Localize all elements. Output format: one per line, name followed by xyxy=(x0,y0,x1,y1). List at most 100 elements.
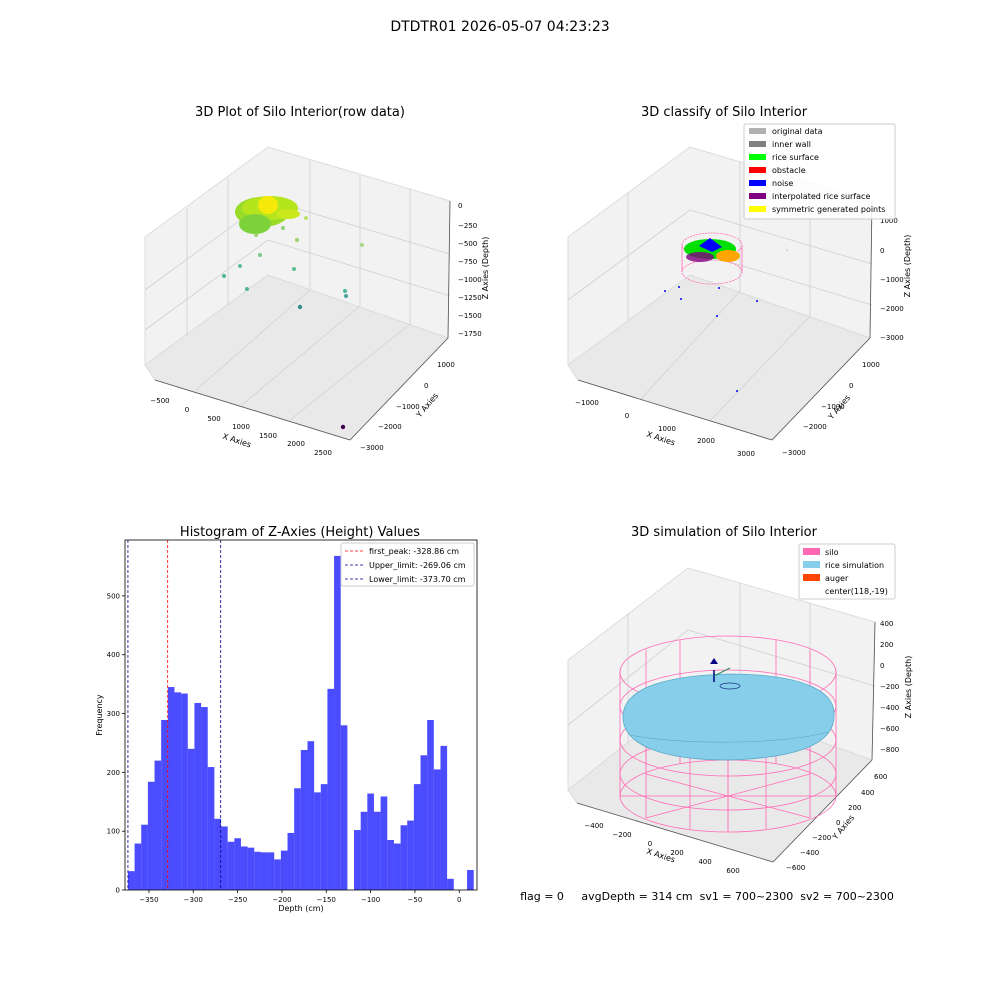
histogram-bar xyxy=(433,769,441,890)
raw-3d-point xyxy=(292,267,296,271)
simulation-3d-x-ticks: −400 −200 0 200 400 600 xyxy=(584,822,739,875)
status-line: flag = 0 avgDepth = 314 cm sv1 = 700~230… xyxy=(520,890,894,903)
classify-3d-noise-point xyxy=(716,315,718,317)
raw-3d-xlabel: X Axies xyxy=(221,432,252,450)
histogram-bar xyxy=(187,748,195,890)
panel-simulation-3d: 3D simulation of Silo Interior xyxy=(567,525,913,875)
classify-3d-legend: original data inner wall rice surface ob… xyxy=(743,123,896,220)
classify-3d-noise-point xyxy=(718,287,720,289)
histogram-bar xyxy=(427,720,434,890)
figure-suptitle: DTDTR01 2026-05-07 04:23:23 xyxy=(390,19,609,35)
simulation-3d-y-tick: 400 xyxy=(861,789,874,797)
legend-label-interpolated: interpolated rice surface xyxy=(772,192,870,201)
raw-3d-z-tick: −1000 xyxy=(458,276,482,284)
histogram-bar xyxy=(354,830,361,890)
histogram-x-tick-label: −250 xyxy=(228,896,247,904)
histogram-bar xyxy=(320,784,328,890)
raw-3d-surface-blob xyxy=(276,209,300,219)
classify-3d-y-tick: −2000 xyxy=(803,423,827,431)
legend-label-inner-wall: inner wall xyxy=(772,140,811,149)
histogram-bar xyxy=(174,692,182,890)
histogram-bar xyxy=(280,850,288,890)
histogram-bar xyxy=(440,745,448,890)
histogram-bar xyxy=(373,811,381,890)
classify-3d-y-axis xyxy=(771,337,871,441)
classify-3d-x-axis xyxy=(577,379,773,441)
histogram-reference-lines xyxy=(127,540,222,890)
raw-3d-x-tick: 0 xyxy=(185,406,189,414)
histogram-bar xyxy=(360,811,368,890)
raw-3d-y-tick: −1000 xyxy=(396,403,420,411)
classify-3d-y-ticks: 1000 0 −1000 −2000 −3000 xyxy=(782,361,880,457)
histogram-bar xyxy=(407,820,414,890)
raw-3d-x-ticks: −500 0 500 1000 1500 2000 2500 xyxy=(150,397,332,457)
classify-3d-noise-point xyxy=(678,286,680,288)
raw-3d-z-tick: −250 xyxy=(458,222,477,230)
legend-swatch-auger xyxy=(803,574,820,581)
histogram-bar xyxy=(201,707,208,890)
raw-3d-z-tick: −1750 xyxy=(458,330,482,338)
classify-3d-grid xyxy=(567,161,873,422)
raw-3d-y-axis xyxy=(349,337,449,441)
histogram-bar xyxy=(161,720,168,890)
histogram-x-tick-label: −200 xyxy=(272,896,291,904)
classify-3d-interpolated-region xyxy=(686,252,714,262)
histogram-y-tick-label: 100 xyxy=(107,828,120,836)
classify-3d-legend-frame xyxy=(743,123,896,220)
auger-arrow-head xyxy=(710,658,718,664)
histogram-x-tick-label: 0 xyxy=(457,896,461,904)
simulation-3d-y-tick: −600 xyxy=(786,864,805,872)
simulation-3d-y-tick: 0 xyxy=(836,819,840,827)
simulation-3d-y-tick: −400 xyxy=(800,849,819,857)
raw-3d-z-tick: −500 xyxy=(458,240,477,248)
raw-3d-z-axis xyxy=(447,200,451,339)
classify-3d-z-axis xyxy=(869,200,873,339)
histogram-xlabel: Depth (cm) xyxy=(278,904,323,913)
histogram-x-tick-label: −350 xyxy=(139,896,158,904)
histogram-bar xyxy=(234,838,241,890)
histogram-y-tick-label: 0 xyxy=(116,887,120,895)
raw-3d-point xyxy=(340,424,346,430)
legend-label-original-data: original data xyxy=(772,127,823,136)
legend-swatch-inner-wall xyxy=(749,141,766,147)
classify-3d-y-tick: −3000 xyxy=(782,449,806,457)
histogram-bar xyxy=(127,871,135,890)
classify-3d-silo-cloud xyxy=(664,232,788,392)
histogram-bar xyxy=(367,793,374,890)
raw-3d-point-cloud xyxy=(222,196,364,430)
legend-label-symmetric: symmetric generated points xyxy=(772,205,885,214)
classify-3d-y-tick: −1000 xyxy=(821,403,845,411)
simulation-3d-zlabel: Z Axies (Depth) xyxy=(904,656,913,719)
auger-arm xyxy=(713,667,731,677)
simulation-3d-title: 3D simulation of Silo Interior xyxy=(631,525,818,540)
raw-3d-y-tick: 1000 xyxy=(437,361,455,369)
histogram-ylabel: Frequency xyxy=(95,694,104,736)
raw-3d-point xyxy=(304,216,308,220)
classify-3d-z-tick: −1000 xyxy=(880,276,904,284)
classify-3d-x-tick: 0 xyxy=(625,412,629,420)
simulation-3d-y-axis xyxy=(772,759,873,863)
legend-swatch-original-data xyxy=(749,128,766,134)
histogram-y-tick-label: 200 xyxy=(107,769,120,777)
histogram-x-tick-label: −100 xyxy=(361,896,380,904)
raw-3d-point xyxy=(258,253,262,257)
histogram-bar xyxy=(221,826,228,890)
histogram-x-ticks: −350 −300 −250 −200 −150 −100 −50 0 xyxy=(139,890,462,904)
classify-3d-x-ticks: −1000 0 1000 2000 3000 xyxy=(575,399,755,458)
legend-swatch-obstacle xyxy=(749,167,766,173)
simulation-3d-z-tick: 400 xyxy=(880,620,893,628)
legend-label-rice-surface: rice surface xyxy=(772,153,819,162)
histogram-axes-frame xyxy=(124,539,478,891)
classify-3d-y-tick: 1000 xyxy=(862,361,880,369)
histogram-bar xyxy=(240,846,248,890)
histogram-bar xyxy=(334,555,341,890)
histogram-bar xyxy=(167,687,175,890)
histogram-bar xyxy=(467,870,474,890)
classify-3d-y-tick: 0 xyxy=(849,382,853,390)
classify-3d-x-tick: 1000 xyxy=(658,425,676,433)
simulation-3d-ylabel: Y Axies xyxy=(830,813,856,842)
histogram-bar xyxy=(314,792,321,890)
legend-label-obstacle: obstacle xyxy=(772,166,806,175)
panel-histogram: Histogram of Z-Axies (Height) Values −35… xyxy=(95,525,478,913)
